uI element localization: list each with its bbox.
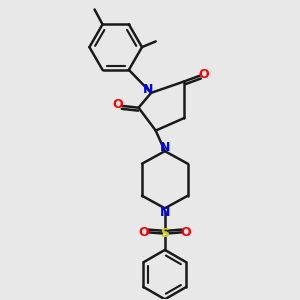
Text: S: S <box>160 227 169 240</box>
Text: O: O <box>138 226 149 239</box>
Text: N: N <box>160 206 170 219</box>
Text: O: O <box>113 98 123 111</box>
Text: N: N <box>142 83 153 96</box>
Text: N: N <box>160 140 170 154</box>
Text: O: O <box>181 226 191 239</box>
Text: O: O <box>198 68 209 81</box>
